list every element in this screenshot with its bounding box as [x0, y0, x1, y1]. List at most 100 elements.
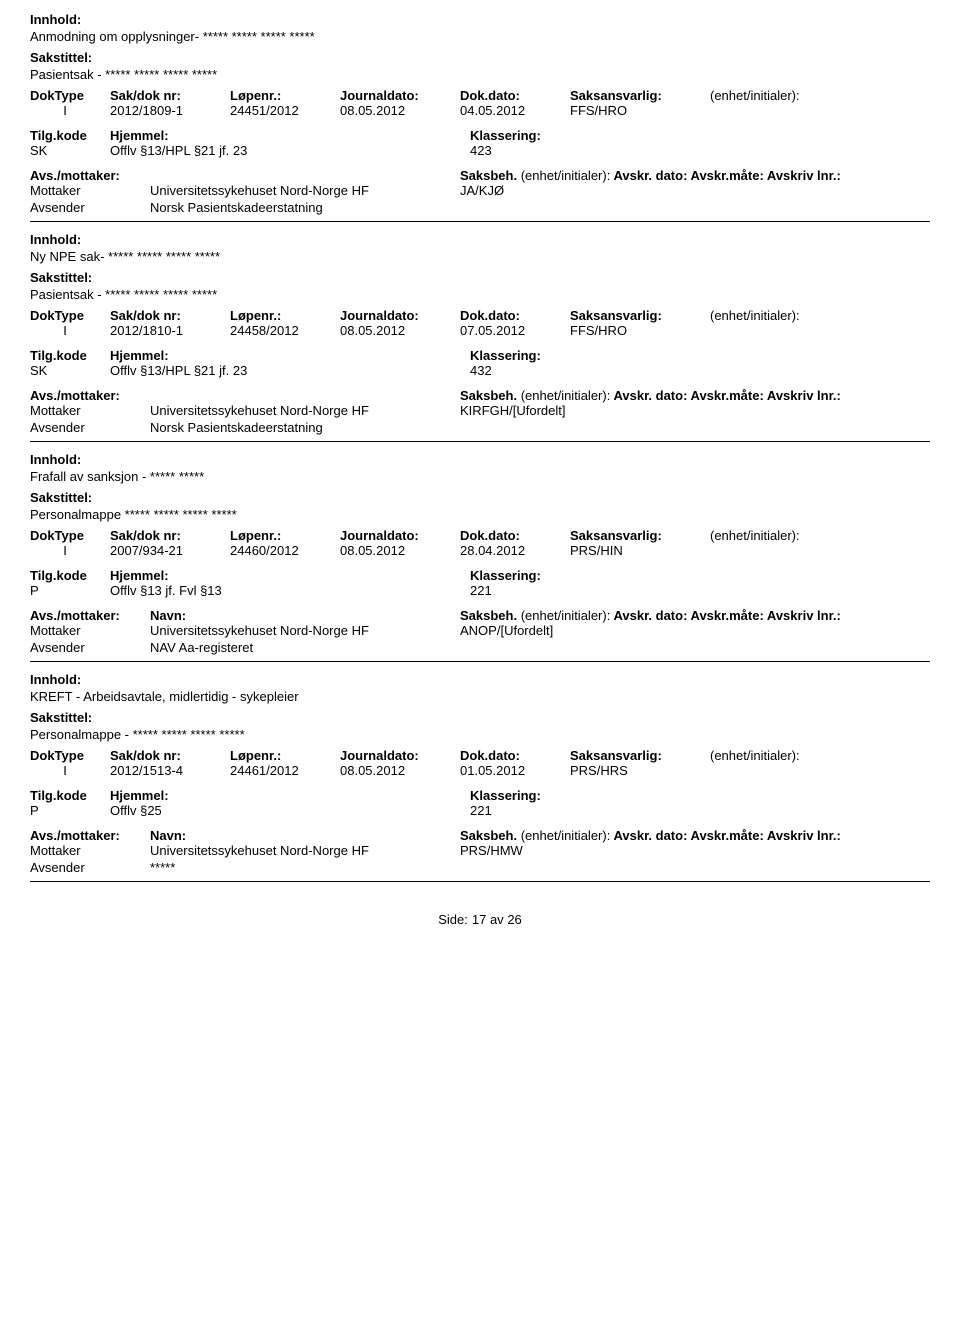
hjemmel-label: Hjemmel:: [110, 128, 470, 143]
mottaker-role-label: Mottaker: [30, 623, 150, 638]
dokdato-value: 07.05.2012: [460, 323, 570, 338]
klassering-label: Klassering:: [470, 568, 680, 583]
navn-label: Navn:: [150, 608, 460, 623]
saksbeh-ei-label: (enhet/initialer):: [521, 828, 611, 843]
hjemmel-value: Offlv §13/HPL §21 jf. 23: [110, 143, 470, 158]
party-header-row: Avs./mottaker:Navn:Saksbeh. (enhet/initi…: [30, 828, 930, 843]
saksbeh-header: Saksbeh. (enhet/initialer): Avskr. dato:…: [460, 828, 930, 843]
dokdato-label: Dok.dato:: [460, 308, 570, 323]
avsender-role-label: Avsender: [30, 420, 150, 435]
sakdoknr-value: 2012/1513-4: [110, 763, 230, 778]
lopenr-value: 24458/2012: [230, 323, 340, 338]
lopenr-label: Løpenr.:: [230, 308, 340, 323]
sakstittel-value: Personalmappe ***** ***** ***** *****: [30, 507, 930, 522]
saksbeh-label: Saksbeh.: [460, 388, 517, 403]
meta-value-row: I2012/1810-124458/201208.05.201207.05.20…: [30, 323, 930, 338]
hjemmel-label: Hjemmel:: [110, 788, 470, 803]
mottaker-saksbeh: ANOP/[Ufordelt]: [460, 623, 563, 638]
doktype-label: DokType: [30, 308, 110, 323]
access-value-row: SKOfflv §13/HPL §21 jf. 23432: [30, 363, 930, 378]
avskr-maate-label: Avskr.måte:: [691, 608, 764, 623]
innhold-value: Ny NPE sak- ***** ***** ***** *****: [30, 249, 930, 264]
tilgkode-label: Tilg.kode: [30, 568, 110, 583]
avskr-dato-label: Avskr. dato:: [613, 828, 687, 843]
access-header-row: Tilg.kodeHjemmel:Klassering:: [30, 348, 930, 363]
mottaker-row: MottakerUniversitetssykehuset Nord-Norge…: [30, 183, 930, 198]
avsender-row: AvsenderNorsk Pasientskadeerstatning: [30, 200, 930, 215]
saksansvarlig-value: PRS/HRS: [570, 763, 710, 778]
entry-separator: [30, 221, 930, 222]
lopenr-value: 24461/2012: [230, 763, 340, 778]
innhold-value: Frafall av sanksjon - ***** *****: [30, 469, 930, 484]
page-number: 17: [472, 912, 486, 927]
journaldato-value: 08.05.2012: [340, 103, 460, 118]
access-header-row: Tilg.kodeHjemmel:Klassering:: [30, 568, 930, 583]
saksbeh-label: Saksbeh.: [460, 608, 517, 623]
klassering-label: Klassering:: [470, 128, 680, 143]
saksbeh-header: Saksbeh. (enhet/initialer): Avskr. dato:…: [460, 388, 930, 403]
lopenr-value: 24451/2012: [230, 103, 340, 118]
doktype-label: DokType: [30, 748, 110, 763]
tilgkode-label: Tilg.kode: [30, 128, 110, 143]
lopenr-value: 24460/2012: [230, 543, 340, 558]
journal-entry: Innhold:KREFT - Arbeidsavtale, midlertid…: [30, 672, 930, 882]
innhold-label: Innhold:: [30, 452, 930, 467]
avsmottaker-label: Avs./mottaker:: [30, 168, 150, 183]
mottaker-role-label: Mottaker: [30, 843, 150, 858]
avsender-role-label: Avsender: [30, 640, 150, 655]
navn-label: Navn:: [150, 828, 460, 843]
sakdoknr-value: 2012/1810-1: [110, 323, 230, 338]
mottaker-row: MottakerUniversitetssykehuset Nord-Norge…: [30, 403, 930, 418]
sakstittel-label: Sakstittel:: [30, 270, 930, 285]
saksbeh-ei-label: (enhet/initialer):: [521, 388, 611, 403]
party-header-row: Avs./mottaker:Navn:Saksbeh. (enhet/initi…: [30, 608, 930, 623]
doktype-label: DokType: [30, 528, 110, 543]
saksansvarlig-value: FFS/HRO: [570, 323, 710, 338]
dokdato-value: 01.05.2012: [460, 763, 570, 778]
doktype-label: DokType: [30, 88, 110, 103]
access-value-row: POfflv §13 jf. Fvl §13221: [30, 583, 930, 598]
avsmottaker-label: Avs./mottaker:: [30, 608, 150, 623]
access-header-row: Tilg.kodeHjemmel:Klassering:: [30, 788, 930, 803]
mottaker-role-label: Mottaker: [30, 183, 150, 198]
doktype-value: I: [30, 103, 110, 118]
innhold-label: Innhold:: [30, 672, 930, 687]
doktype-value: I: [30, 543, 110, 558]
mottaker-row: MottakerUniversitetssykehuset Nord-Norge…: [30, 843, 930, 858]
party-header-row: Avs./mottaker:Navn:Saksbeh. (enhet/initi…: [30, 168, 930, 183]
avsender-navn: Norsk Pasientskadeerstatning: [150, 420, 460, 435]
tilgkode-value: SK: [30, 143, 110, 158]
journaldato-value: 08.05.2012: [340, 323, 460, 338]
enhetinit-label: (enhet/initialer):: [710, 88, 810, 103]
page-total: 26: [507, 912, 521, 927]
sakdoknr-value: 2012/1809-1: [110, 103, 230, 118]
mottaker-navn: Universitetssykehuset Nord-Norge HF: [150, 623, 460, 638]
sakstittel-value: Personalmappe - ***** ***** ***** *****: [30, 727, 930, 742]
hjemmel-value: Offlv §13/HPL §21 jf. 23: [110, 363, 470, 378]
sakdoknr-value: 2007/934-21: [110, 543, 230, 558]
access-value-row: POfflv §25221: [30, 803, 930, 818]
avsender-navn: *****: [150, 860, 460, 875]
enhetinit-label: (enhet/initialer):: [710, 308, 810, 323]
dokdato-label: Dok.dato:: [460, 748, 570, 763]
avsmottaker-label: Avs./mottaker:: [30, 388, 150, 403]
sakstittel-label: Sakstittel:: [30, 490, 930, 505]
saksbeh-header: Saksbeh. (enhet/initialer): Avskr. dato:…: [460, 608, 930, 623]
saksbeh-ei-label: (enhet/initialer):: [521, 168, 611, 183]
sakstittel-label: Sakstittel:: [30, 50, 930, 65]
klassering-value: 221: [470, 803, 680, 818]
enhetinit-label: (enhet/initialer):: [710, 748, 810, 763]
lopenr-label: Løpenr.:: [230, 748, 340, 763]
saksansvarlig-label: Saksansvarlig:: [570, 748, 710, 763]
doktype-value: I: [30, 323, 110, 338]
journaldato-label: Journaldato:: [340, 88, 460, 103]
access-value-row: SKOfflv §13/HPL §21 jf. 23423: [30, 143, 930, 158]
avskriv-lnr-label: Avskriv lnr.:: [767, 388, 841, 403]
meta-header-row: DokTypeSak/dok nr:Løpenr.:Journaldato:Do…: [30, 528, 930, 543]
lopenr-label: Løpenr.:: [230, 528, 340, 543]
journal-entry: Innhold: Frafall av sanksjon - ***** ****…: [30, 452, 930, 662]
avskr-dato-label: Avskr. dato:: [613, 608, 687, 623]
journaldato-value: 08.05.2012: [340, 543, 460, 558]
sakdoknr-label: Sak/dok nr:: [110, 528, 230, 543]
saksbeh-header: Saksbeh. (enhet/initialer): Avskr. dato:…: [460, 168, 930, 183]
